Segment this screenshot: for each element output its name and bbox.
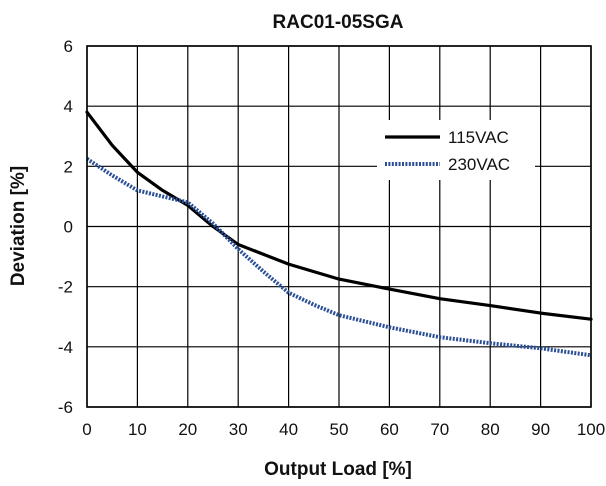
legend-box xyxy=(377,120,535,180)
x-tick-label: 20 xyxy=(178,420,197,439)
x-tick-label: 60 xyxy=(380,420,399,439)
x-tick-label: 0 xyxy=(82,420,91,439)
x-tick-label: 50 xyxy=(330,420,349,439)
chart-title: RAC01-05SGA xyxy=(273,12,404,33)
grid-lines xyxy=(86,45,592,408)
x-tick-label: 40 xyxy=(279,420,298,439)
x-tick-label: 10 xyxy=(128,420,147,439)
legend: 115VAC 230VAC xyxy=(377,120,535,180)
y-tick-label: 0 xyxy=(64,218,73,237)
y-axis-label: Deviation [%] xyxy=(8,166,29,286)
x-axis-label: Output Load [%] xyxy=(264,459,412,480)
x-tick-label: 80 xyxy=(481,420,500,439)
legend-label-115vac: 115VAC xyxy=(448,128,509,147)
y-tick-label: 6 xyxy=(64,37,73,56)
x-tick-label: 70 xyxy=(430,420,449,439)
x-tick-label: 100 xyxy=(577,420,605,439)
legend-label-230vac: 230VAC xyxy=(448,155,510,174)
y-tick-label: 2 xyxy=(64,157,73,176)
plot-frame xyxy=(86,45,592,408)
y-tick-label: 4 xyxy=(64,97,73,116)
series-lines xyxy=(85,110,593,358)
x-tick-label: 90 xyxy=(531,420,550,439)
series-line-115vac xyxy=(85,110,593,321)
x-tick-label: 30 xyxy=(229,420,248,439)
y-tick-label: -6 xyxy=(58,398,73,417)
y-tick-label: -4 xyxy=(58,338,73,357)
y-tick-label: -2 xyxy=(58,278,73,297)
series-line-230vac xyxy=(85,157,592,358)
